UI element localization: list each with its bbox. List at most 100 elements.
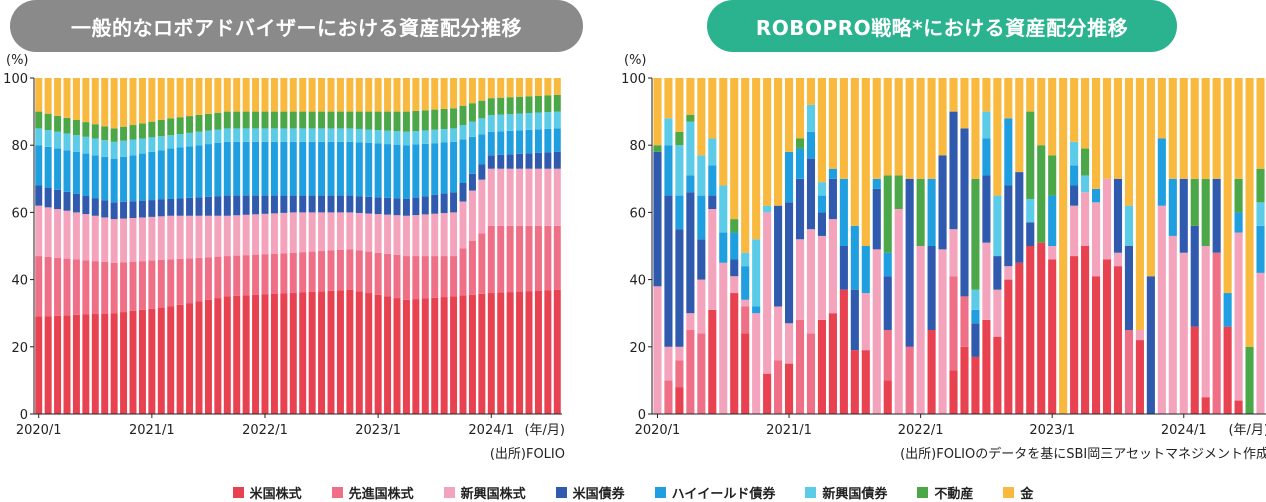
bar-segment [1092,202,1101,277]
bar-segment [195,257,203,302]
bar-segment [1059,78,1068,414]
bar-segment [327,195,335,213]
bar-segment [730,78,739,220]
bar-segment [1124,78,1133,206]
bar-segment [72,259,80,315]
bar-segment [214,196,222,216]
bar-segment [120,312,128,414]
bar-segment [1157,205,1166,414]
x-tick-label: 2023/1 [1029,423,1075,438]
bar-segment [1113,178,1123,253]
bar-segment [741,266,750,300]
bar-segment [35,111,43,129]
bar-segment [544,78,552,96]
bar-segment [365,213,373,252]
bar-segment [817,195,826,213]
bar-segment [708,195,717,210]
bar-segment [487,225,495,294]
bar-segment [233,128,241,142]
bar-segment [553,94,561,112]
bar-segment [741,333,750,414]
bar-segment [785,323,794,364]
bar-segment [497,114,505,132]
bar-segment [487,98,495,115]
bar-segment [242,214,250,256]
y-tick-label: 60 [629,206,646,221]
bar-segment [708,78,717,139]
bar-segment [393,215,401,255]
bar-segment [346,289,354,414]
bar-segment [506,130,514,155]
bar-segment [1102,78,1112,179]
bar-segment [252,78,260,112]
bar-segment [299,111,307,129]
bar-segment [176,117,184,134]
bar-segment [242,195,250,215]
bar-segment [544,112,552,129]
legend-label: ハイイールド債券 [671,487,776,502]
bar-segment [450,296,458,414]
bar-segment [289,293,297,414]
bar-segment [487,78,495,99]
bar-segment [894,78,903,176]
bar-segment [1223,326,1232,414]
bar-segment [468,173,476,191]
bar-segment [270,195,278,214]
bar-segment [506,97,514,114]
bar-segment [63,315,71,414]
bar-segment [280,111,288,129]
bar-segment [960,296,969,347]
bar-segment [1223,78,1232,294]
bar-segment [675,360,684,388]
bar-segment [785,363,794,414]
bar-segment [157,120,165,137]
bar-segment [440,129,448,143]
bar-segment [1102,178,1112,260]
bar-segment [167,78,175,119]
legend-item: 金 [1003,483,1033,502]
bar-segment [167,215,175,260]
bar-segment [54,115,62,132]
bar-segment [252,254,260,295]
bar-segment [497,78,505,98]
legend-label: 先進国株式 [348,487,414,502]
bar-segment [1201,78,1210,179]
bar-segment [1102,259,1112,414]
bar-segment [828,168,837,179]
bar-segment [478,179,486,234]
bar-segment [763,205,772,213]
bar-segment [675,145,684,196]
bar-segment [35,185,43,206]
bar-segment [971,356,980,414]
bar-segment [1190,326,1199,414]
bar-segment [167,198,175,216]
bar-segment [72,151,80,194]
bar-segment [1092,78,1101,189]
bar-segment [664,195,673,347]
bar-segment [686,313,695,330]
bar-segment [905,346,914,414]
bar-segment [883,276,892,330]
bar-segment [223,195,231,216]
bar-segment [157,150,165,200]
bar-segment [686,114,695,122]
bar-segment [553,225,561,290]
bar-segment [204,113,212,131]
bar-segment [785,78,794,152]
bar-segment [280,78,288,112]
bar-segment [719,185,728,233]
bar-segment [35,145,43,186]
bar-segment [431,297,439,414]
bar-segment [839,78,848,179]
bar-segment [299,141,307,196]
bar-segment [280,253,288,294]
bar-segment [872,178,881,189]
bar-segment [960,128,969,297]
bar-segment [223,215,231,257]
bar-segment [242,78,250,112]
bar-segment [402,299,410,414]
bar-segment [1245,78,1254,347]
y-tick-label: 20 [629,341,646,356]
bar-segment [336,78,344,112]
bar-segment [252,128,260,142]
